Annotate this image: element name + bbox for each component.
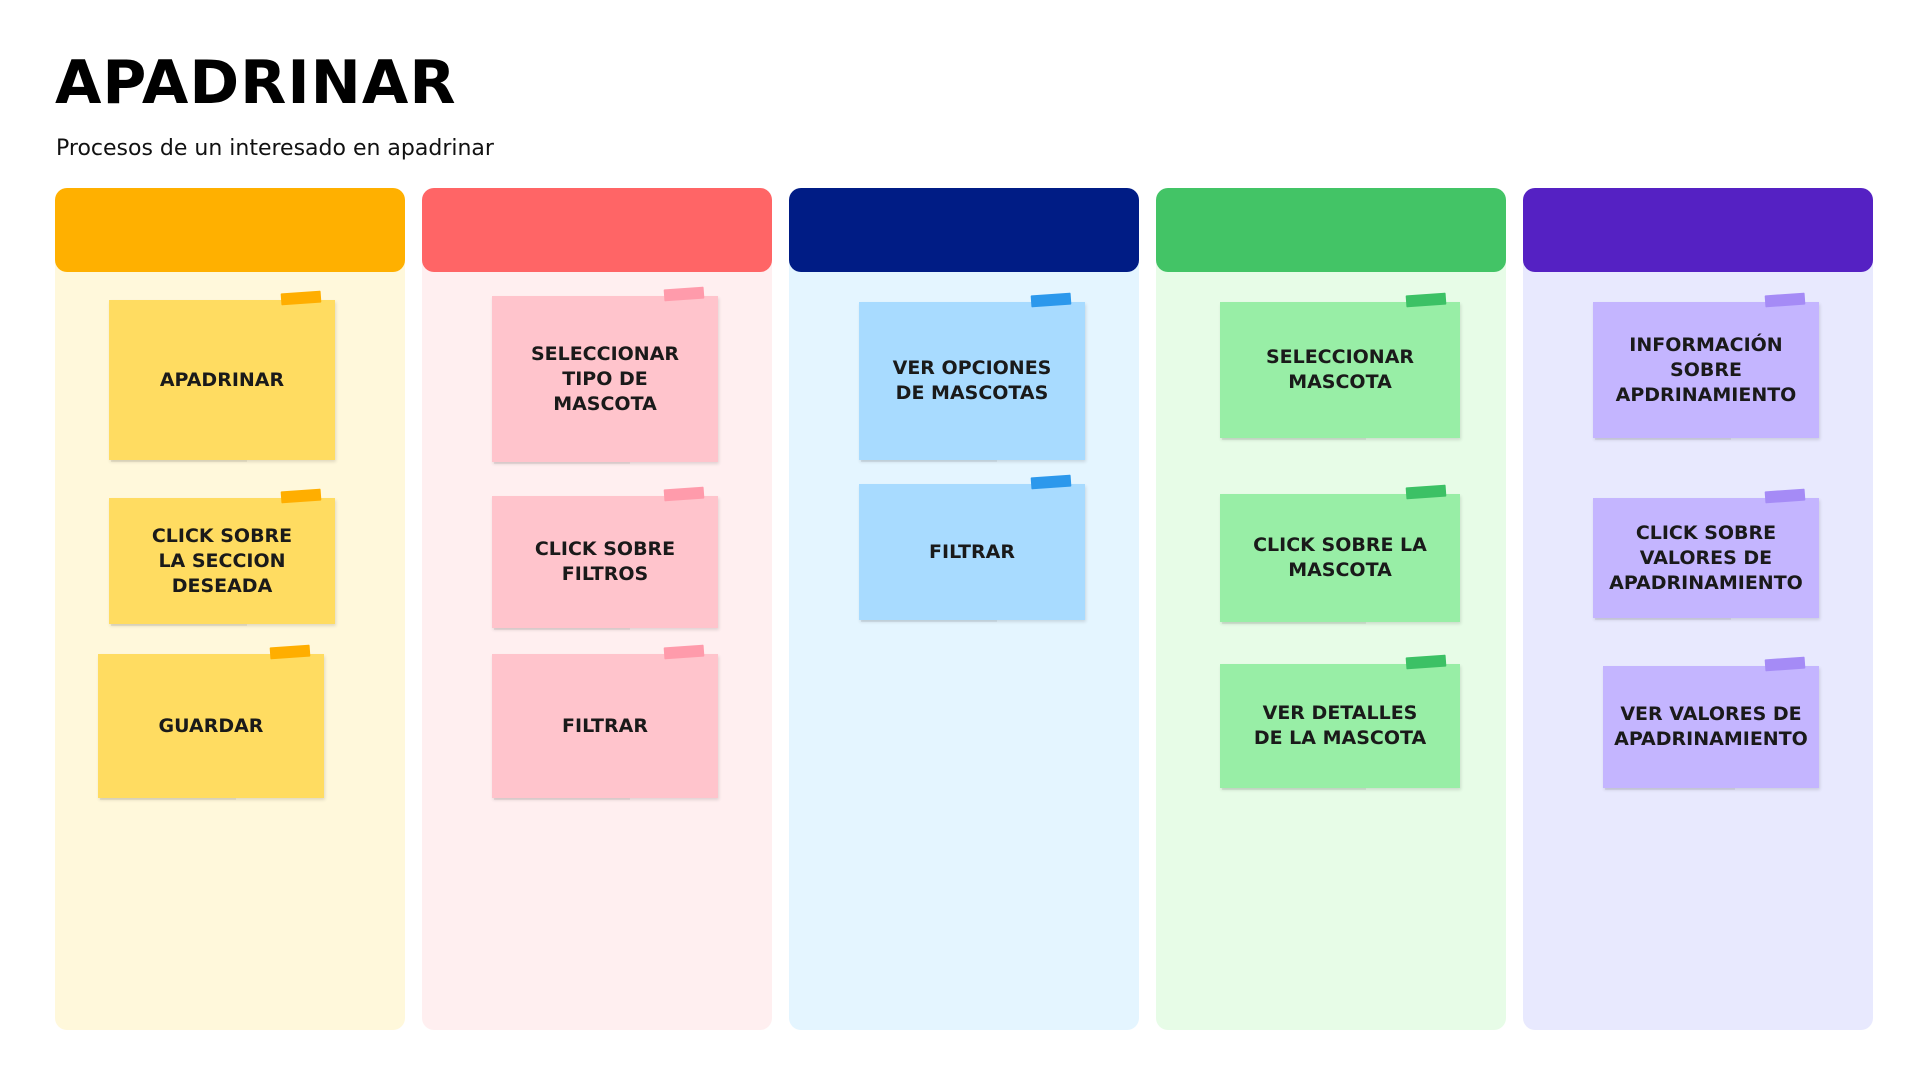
sticky-note-label: VER DETALLES DE LA MASCOTA — [1253, 702, 1427, 749]
sticky-note: SELECCIONAR MASCOTA — [1220, 292, 1460, 440]
column-3: VER OPCIONES DE MASCOTAS FILTRAR — [789, 188, 1139, 1030]
sticky-note-label: APADRINAR — [159, 368, 285, 391]
tape-strip — [1030, 292, 1072, 308]
sticky-note: SELECCIONAR TIPO DE MASCOTA — [492, 286, 718, 464]
tape-strip — [663, 286, 705, 302]
sticky-note-label: FILTRAR — [929, 540, 1015, 563]
sticky-note: APADRINAR — [109, 290, 335, 462]
tape-strip — [269, 644, 311, 660]
sticky-note-label: GUARDAR — [158, 714, 264, 737]
sticky-note-label: CLICK SOBRE VALORES DE APADRINAMIENTO — [1609, 521, 1803, 594]
sticky-note: VER OPCIONES DE MASCOTAS — [859, 292, 1085, 462]
column-2: SELECCIONAR TIPO DE MASCOTA CLICK SOBRE … — [422, 188, 772, 1030]
sticky-note-label: VER VALORES DE APADRINAMIENTO — [1614, 703, 1808, 750]
sticky-note-label: CLICK SOBRE FILTROS — [534, 538, 676, 585]
column-header — [422, 188, 772, 272]
tape-strip — [663, 644, 705, 660]
sticky-note: GUARDAR — [98, 644, 324, 800]
tape-strip — [1405, 292, 1447, 308]
sticky-note-label: FILTRAR — [562, 714, 648, 737]
sticky-note: INFORMACIÓN SOBRE APDRINAMIENTO — [1593, 292, 1819, 440]
tape-strip — [1405, 654, 1447, 670]
sticky-note: CLICK SOBRE LA SECCION DESEADA — [109, 488, 335, 626]
sticky-note: CLICK SOBRE LA MASCOTA — [1220, 484, 1460, 624]
sticky-note: VER DETALLES DE LA MASCOTA — [1220, 654, 1460, 790]
sticky-note-label: VER OPCIONES DE MASCOTAS — [892, 357, 1052, 404]
column-4: SELECCIONAR MASCOTA CLICK SOBRE LA MASCO… — [1156, 188, 1506, 1030]
page-title: APADRINAR — [55, 48, 457, 118]
column-header — [1523, 188, 1873, 272]
sticky-note-label: SELECCIONAR TIPO DE MASCOTA — [530, 342, 680, 415]
tape-strip — [663, 486, 705, 502]
tape-strip — [1764, 292, 1806, 308]
tape-strip — [280, 488, 322, 504]
sticky-note: VER VALORES DE APADRINAMIENTO — [1603, 656, 1819, 790]
tape-strip — [1764, 656, 1806, 672]
sticky-note-label: SELECCIONAR MASCOTA — [1265, 346, 1415, 393]
sticky-note: CLICK SOBRE VALORES DE APADRINAMIENTO — [1593, 488, 1819, 620]
sticky-note-label: INFORMACIÓN SOBRE APDRINAMIENTO — [1615, 333, 1797, 406]
sticky-note: FILTRAR — [859, 474, 1085, 622]
tape-strip — [1764, 488, 1806, 504]
tape-strip — [1030, 474, 1072, 490]
page-subtitle: Procesos de un interesado en apadrinar — [56, 136, 494, 161]
sticky-note: FILTRAR — [492, 644, 718, 800]
column-1: APADRINAR CLICK SOBRE LA SECCION DESEADA… — [55, 188, 405, 1030]
column-header — [55, 188, 405, 272]
column-header — [1156, 188, 1506, 272]
column-5: INFORMACIÓN SOBRE APDRINAMIENTO CLICK SO… — [1523, 188, 1873, 1030]
process-board: APADRINAR CLICK SOBRE LA SECCION DESEADA… — [55, 188, 1875, 1030]
tape-strip — [1405, 484, 1447, 500]
sticky-note: CLICK SOBRE FILTROS — [492, 486, 718, 630]
sticky-note-label: CLICK SOBRE LA SECCION DESEADA — [151, 524, 293, 597]
sticky-note-label: CLICK SOBRE LA MASCOTA — [1253, 534, 1427, 581]
column-header — [789, 188, 1139, 272]
tape-strip — [280, 290, 322, 306]
